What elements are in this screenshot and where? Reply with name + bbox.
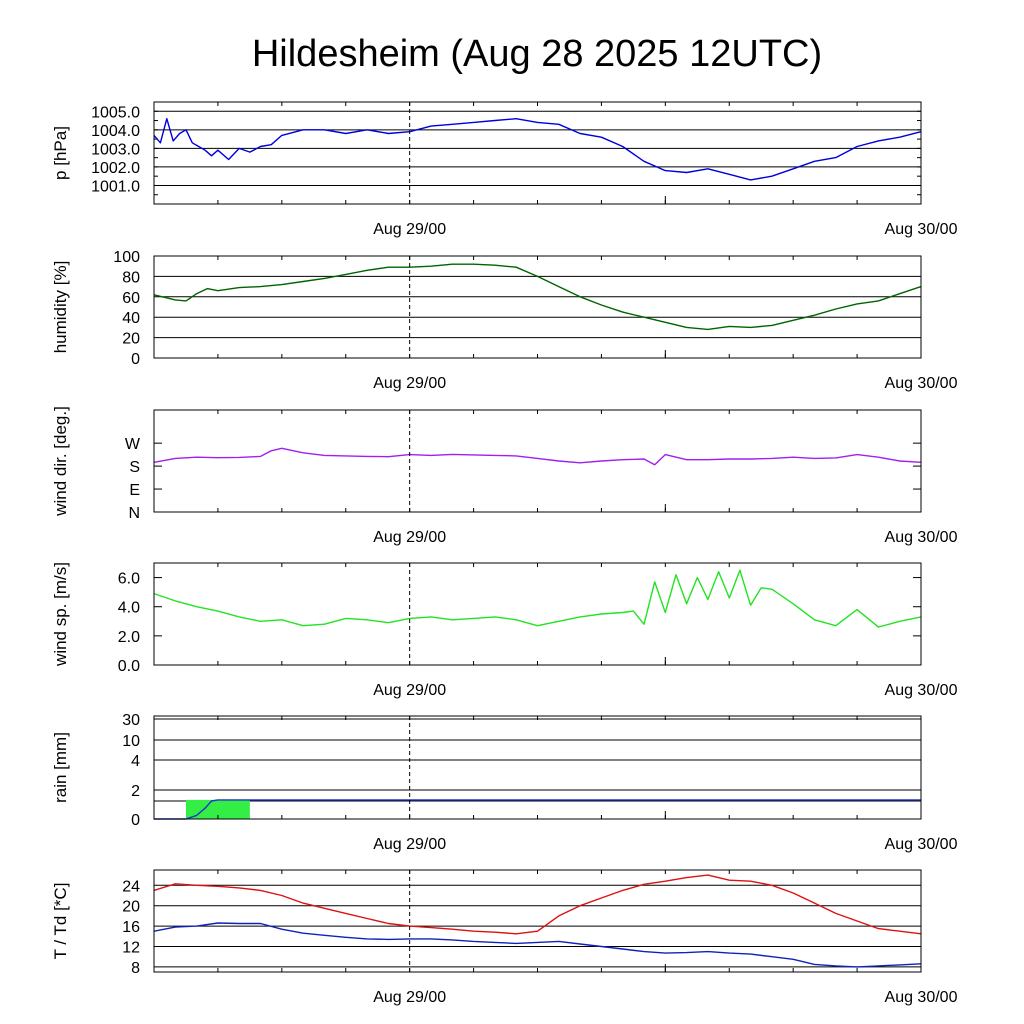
x-tick-label: Aug 29/00 bbox=[373, 836, 446, 853]
panel-frame bbox=[153, 255, 922, 359]
y-tick-label: 20 bbox=[122, 331, 140, 348]
y-tick-label: 2 bbox=[131, 783, 140, 800]
series-line-dewpoint bbox=[153, 922, 922, 968]
x-tick-label: Aug 29/00 bbox=[373, 682, 446, 699]
x-tick-label: Aug 30/00 bbox=[885, 529, 958, 546]
panel-frame bbox=[153, 715, 922, 820]
y-tick-label: 4.0 bbox=[118, 600, 140, 617]
y-tick-label: 60 bbox=[122, 290, 140, 307]
y-tick-label: E bbox=[129, 482, 140, 499]
y-tick-label: 24 bbox=[122, 878, 140, 895]
panel-wind-speed: 0.0 2.0 4.0 6.0 Aug 29/00 Aug 30/00 wind sp. [… bbox=[51, 562, 958, 699]
y-axis-label: wind sp. [m/s] bbox=[51, 562, 70, 667]
y-tick-label: N bbox=[128, 505, 140, 522]
y-axis-label: p [hPa] bbox=[51, 126, 70, 180]
x-tick-label: Aug 30/00 bbox=[885, 836, 958, 853]
y-tick-label: 10 bbox=[122, 733, 140, 750]
x-tick-label: Aug 29/00 bbox=[373, 221, 446, 238]
x-tick-label: Aug 30/00 bbox=[885, 221, 958, 238]
y-tick-label: 1001.0 bbox=[91, 178, 140, 195]
y-tick-label: 20 bbox=[122, 899, 140, 916]
x-tick-label: Aug 30/00 bbox=[885, 682, 958, 699]
panel-rain: 0 2 4 10 30 Aug 29/00 Aug 30/00 rain [mm] bbox=[51, 712, 958, 853]
y-tick-label: 80 bbox=[122, 269, 140, 286]
y-tick-label: 100 bbox=[113, 249, 140, 266]
x-tick-label: Aug 30/00 bbox=[885, 375, 958, 392]
y-tick-label: 0 bbox=[131, 812, 140, 829]
y-tick-label: W bbox=[125, 436, 141, 453]
panel-frame bbox=[153, 409, 922, 513]
panel-frame bbox=[153, 101, 922, 205]
y-tick-label: 1003.0 bbox=[91, 141, 140, 158]
y-tick-label: 2.0 bbox=[118, 629, 140, 646]
x-tick-label: Aug 29/00 bbox=[373, 989, 446, 1006]
y-tick-label: 6.0 bbox=[118, 571, 140, 588]
rain-bar bbox=[185, 799, 250, 819]
series-line-humidity bbox=[153, 263, 922, 331]
y-axis-label: T / Td [*C] bbox=[51, 883, 70, 960]
y-tick-label: 8 bbox=[131, 960, 140, 977]
series-line-temperature bbox=[153, 874, 922, 935]
y-tick-label: 1002.0 bbox=[91, 160, 140, 177]
panel-temperature: 8 12 16 20 24 Aug 29/00 Aug 30/00 T / Td [*C] bbox=[51, 869, 958, 1006]
x-tick-label: Aug 29/00 bbox=[373, 529, 446, 546]
chart-title: Hildesheim (Aug 28 2025 12UTC) bbox=[252, 33, 822, 75]
y-axis-label: rain [mm] bbox=[51, 732, 70, 803]
x-tick-label: Aug 29/00 bbox=[373, 375, 446, 392]
y-tick-label: 16 bbox=[122, 919, 140, 936]
series-line-wind_dir bbox=[153, 447, 922, 466]
y-tick-label: S bbox=[129, 459, 140, 476]
y-tick-label: 1005.0 bbox=[91, 104, 140, 121]
y-tick-label: 40 bbox=[122, 310, 140, 327]
panel-humidity: 0 20 40 60 80 100 Aug 29/00 Aug 30/00 humidity [… bbox=[51, 249, 958, 392]
y-tick-label: 0.0 bbox=[118, 658, 140, 675]
y-tick-label: 12 bbox=[122, 940, 140, 957]
y-tick-label: 4 bbox=[131, 753, 140, 770]
series-line-wind_speed bbox=[153, 569, 922, 628]
panel-frame bbox=[153, 562, 922, 666]
panel-frame bbox=[153, 869, 922, 973]
y-axis-label: humidity [%] bbox=[51, 261, 70, 354]
series-line-pressure bbox=[153, 117, 922, 181]
y-tick-label: 30 bbox=[122, 712, 140, 729]
y-tick-label: 0 bbox=[131, 351, 140, 368]
y-axis-label: wind dir. [deg.] bbox=[51, 406, 70, 517]
y-tick-label: 1004.0 bbox=[91, 123, 140, 140]
x-tick-label: Aug 30/00 bbox=[885, 989, 958, 1006]
